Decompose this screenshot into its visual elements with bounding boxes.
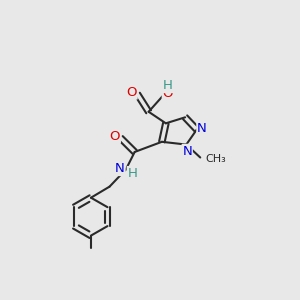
Text: H: H xyxy=(128,167,137,180)
Text: O: O xyxy=(110,130,120,143)
Text: N: N xyxy=(197,122,207,135)
Text: CH₃: CH₃ xyxy=(206,154,226,164)
Text: N: N xyxy=(182,145,192,158)
Text: H: H xyxy=(163,80,172,92)
Text: N: N xyxy=(115,162,125,175)
Text: O: O xyxy=(126,86,137,99)
Text: O: O xyxy=(163,87,173,100)
